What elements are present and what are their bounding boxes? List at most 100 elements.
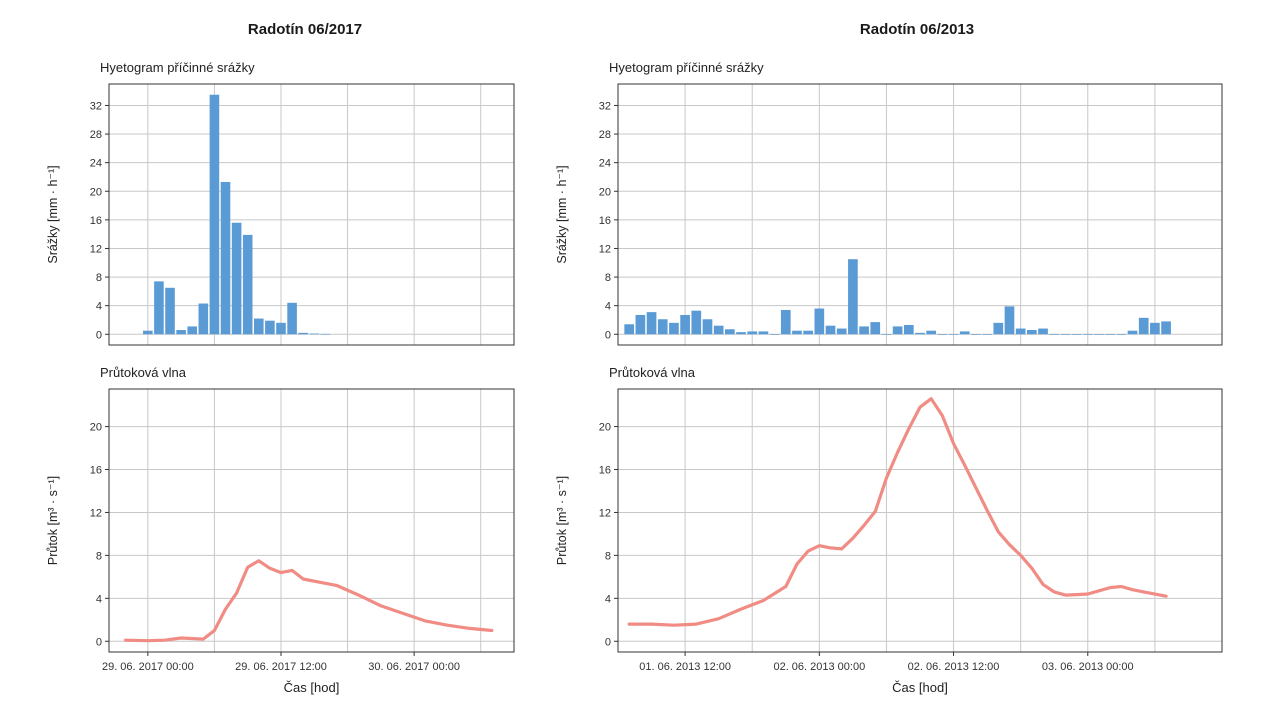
rain-bar-2013 [1094,334,1104,335]
rain-bar-2017 [143,330,153,335]
panel-subtitle-rain-2013: Hyetogram příčinné srážky [609,60,764,75]
y-tick-label-flow-2013: 16 [599,465,611,477]
rain-bar-2017 [320,333,331,335]
y-tick-label-flow-2017: 12 [90,507,102,519]
y-tick-label-rain-2017: 16 [90,215,102,227]
y-tick-label-rain-2013: 16 [599,215,611,227]
chart-title-2013: Radotín 06/2013 [859,21,975,38]
x-tick-label-2017: 29. 06. 2017 00:00 [102,661,194,673]
rain-bar-2013 [780,309,791,335]
y-tick-label-rain-2017: 4 [96,301,102,313]
rain-bar-2017 [231,222,242,335]
rain-bar-2017 [198,303,209,335]
rain-bar-2013 [926,330,937,335]
rain-bar-2013 [814,308,825,335]
flow-panel-2013: 0 4 8 12 16 20 Průtoková vlna Průtok [m³ · s⁻¹] [555,365,1223,653]
panel-frame-flow-2017 [108,388,515,653]
y-tick-label-rain-2013: 28 [599,129,611,141]
rain-bar-2013 [713,325,724,335]
panel-subtitle-flow-2013: Průtoková vlna [609,365,696,380]
y-tick-label-flow-2017: 16 [90,465,102,477]
rain-bar-2013 [669,322,679,335]
y-tick-label-flow-2017: 4 [96,593,102,605]
rain-bar-2013 [1071,334,1082,335]
rain-bar-2013 [915,332,925,335]
y-tick-label-rain-2017: 28 [90,129,102,141]
rain-bar-2017 [298,332,308,335]
rain-panel-2013: 0 4 8 12 16 20 24 28 32 Hyetogram příčinné srážky… [555,60,1223,346]
y-tick-label-rain-2017: 20 [90,186,102,198]
rain-bar-2013 [635,314,646,335]
rain-bar-2013 [646,312,657,335]
x-tick-label-2013: 03. 06. 2013 00:00 [1042,661,1134,673]
rain-bar-2017 [265,320,275,335]
rain-bar-2013 [859,326,869,335]
rain-bar-2013 [903,324,914,335]
rain-bar-2013 [747,331,758,335]
rain-bar-2017 [309,333,320,335]
y-tick-label-rain-2017: 32 [90,100,102,112]
rain-bar-2013 [881,334,892,335]
panel-frame-flow-2013 [617,388,1223,653]
rain-bar-2013 [1116,334,1127,335]
y-tick-label-flow-2013: 12 [599,507,611,519]
panel-frame-rain-2013 [617,83,1223,346]
y-axis-label-flow-2013: Průtok [m³ · s⁻¹] [555,476,569,565]
rain-bar-2017 [242,234,253,335]
x-axis-label-2013: Čas [hod] [892,680,948,695]
flow-line-2017 [123,559,494,643]
x-tick-label-2013: 02. 06. 2013 00:00 [773,661,865,673]
rain-bar-2013 [1027,329,1037,335]
flow-panel-2017: 0 4 8 12 16 20 Průtoková vlna Průtok [m³ · s⁻¹] [46,365,515,653]
rain-bar-2013 [848,259,858,335]
rain-bar-2013 [892,326,903,335]
rain-bar-2013 [736,332,746,335]
y-tick-label-rain-2013: 4 [605,301,611,313]
rain-bar-2013 [725,329,735,335]
x-tick-label-2013: 02. 06. 2013 12:00 [908,661,1000,673]
y-tick-label-flow-2017: 0 [96,636,102,648]
rain-panel-2017: 0 4 8 12 16 20 24 28 32 Hyetogram příčinné srážky… [46,60,515,346]
y-tick-label-rain-2017: 24 [90,158,102,170]
rain-bar-2013 [982,334,992,335]
y-axis-label-flow-2017: Průtok [m³ · s⁻¹] [46,476,60,565]
rain-bar-2013 [624,324,635,335]
rain-bar-2013 [870,322,881,335]
rain-bar-2013 [657,319,668,335]
x-axis-2017: 29. 06. 2017 00:00 29. 06. 2017 12:00 30. … [102,652,460,695]
rain-bar-2013 [702,319,713,335]
x-axis-2013: 01. 06. 2013 12:00 02. 06. 2013 00:00 02. … [639,652,1134,695]
rain-bar-2013 [937,334,948,335]
rain-bar-2013 [1150,322,1160,335]
y-tick-label-rain-2017: 8 [96,272,102,284]
rain-bar-2017 [209,94,220,335]
rain-bar-2017 [276,322,286,335]
rain-bar-2017 [154,281,164,335]
y-axis-label-rain-2017: Srážky [mm · h⁻¹] [46,165,60,263]
rain-bar-2013 [691,310,702,335]
rain-bar-2013 [1038,328,1048,335]
panel-subtitle-flow-2017: Průtoková vlna [100,365,187,380]
rain-bar-2013 [993,322,1004,335]
x-tick-label-2017: 30. 06. 2017 00:00 [368,661,460,673]
rain-bar-2017 [253,318,264,335]
flow-line-2013 [627,397,1168,627]
y-tick-label-flow-2017: 8 [96,550,102,562]
y-tick-label-rain-2017: 12 [90,243,102,255]
rain-bar-2013 [948,334,959,335]
rain-bar-2017 [287,302,297,335]
rain-bar-2013 [836,328,847,335]
x-axis-label-2017: Čas [hod] [284,680,340,695]
y-tick-label-flow-2013: 20 [599,422,611,434]
rain-bar-2013 [758,331,769,335]
rain-bar-2013 [1105,334,1115,335]
rain-bar-2013 [1138,317,1149,335]
y-tick-label-flow-2013: 8 [605,550,611,562]
rain-bar-2013 [1161,321,1171,335]
chart-title-2017: Radotín 06/2017 [247,21,363,38]
rain-bar-2013 [803,330,813,335]
rain-bar-2013 [1127,330,1138,335]
y-tick-label-flow-2017: 20 [90,422,102,434]
y-tick-label-rain-2013: 24 [599,158,611,170]
